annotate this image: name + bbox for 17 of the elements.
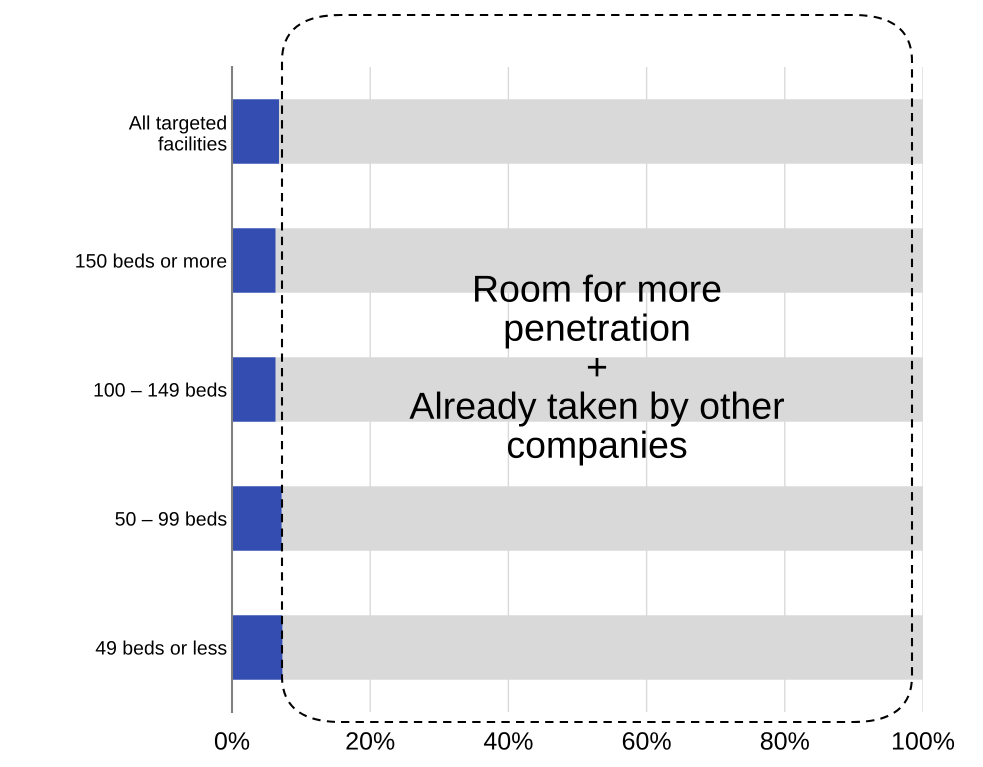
bar — [232, 228, 276, 293]
y-tick-label: 50 – 99 beds — [115, 511, 226, 526]
y-tick-label: All targeted facilities — [128, 115, 226, 151]
bar — [232, 357, 276, 422]
x-tick-label: 20% — [346, 732, 394, 750]
bar — [232, 99, 279, 164]
bar — [232, 615, 282, 680]
y-tick-label: 150 beds or more — [76, 253, 226, 268]
x-tick-label: 80% — [760, 732, 809, 750]
x-tick-label: 100% — [892, 732, 954, 750]
annotation: Room for more penetration + Already taken by other companies — [409, 274, 784, 466]
y-tick-label: 49 beds or less — [96, 640, 226, 655]
bar — [232, 486, 282, 551]
x-tick-label: 40% — [484, 732, 533, 750]
x-tick-label: 60% — [622, 732, 671, 750]
y-tick-label: 100 – 149 beds — [94, 382, 226, 397]
x-tick-label: 0% — [214, 732, 250, 750]
